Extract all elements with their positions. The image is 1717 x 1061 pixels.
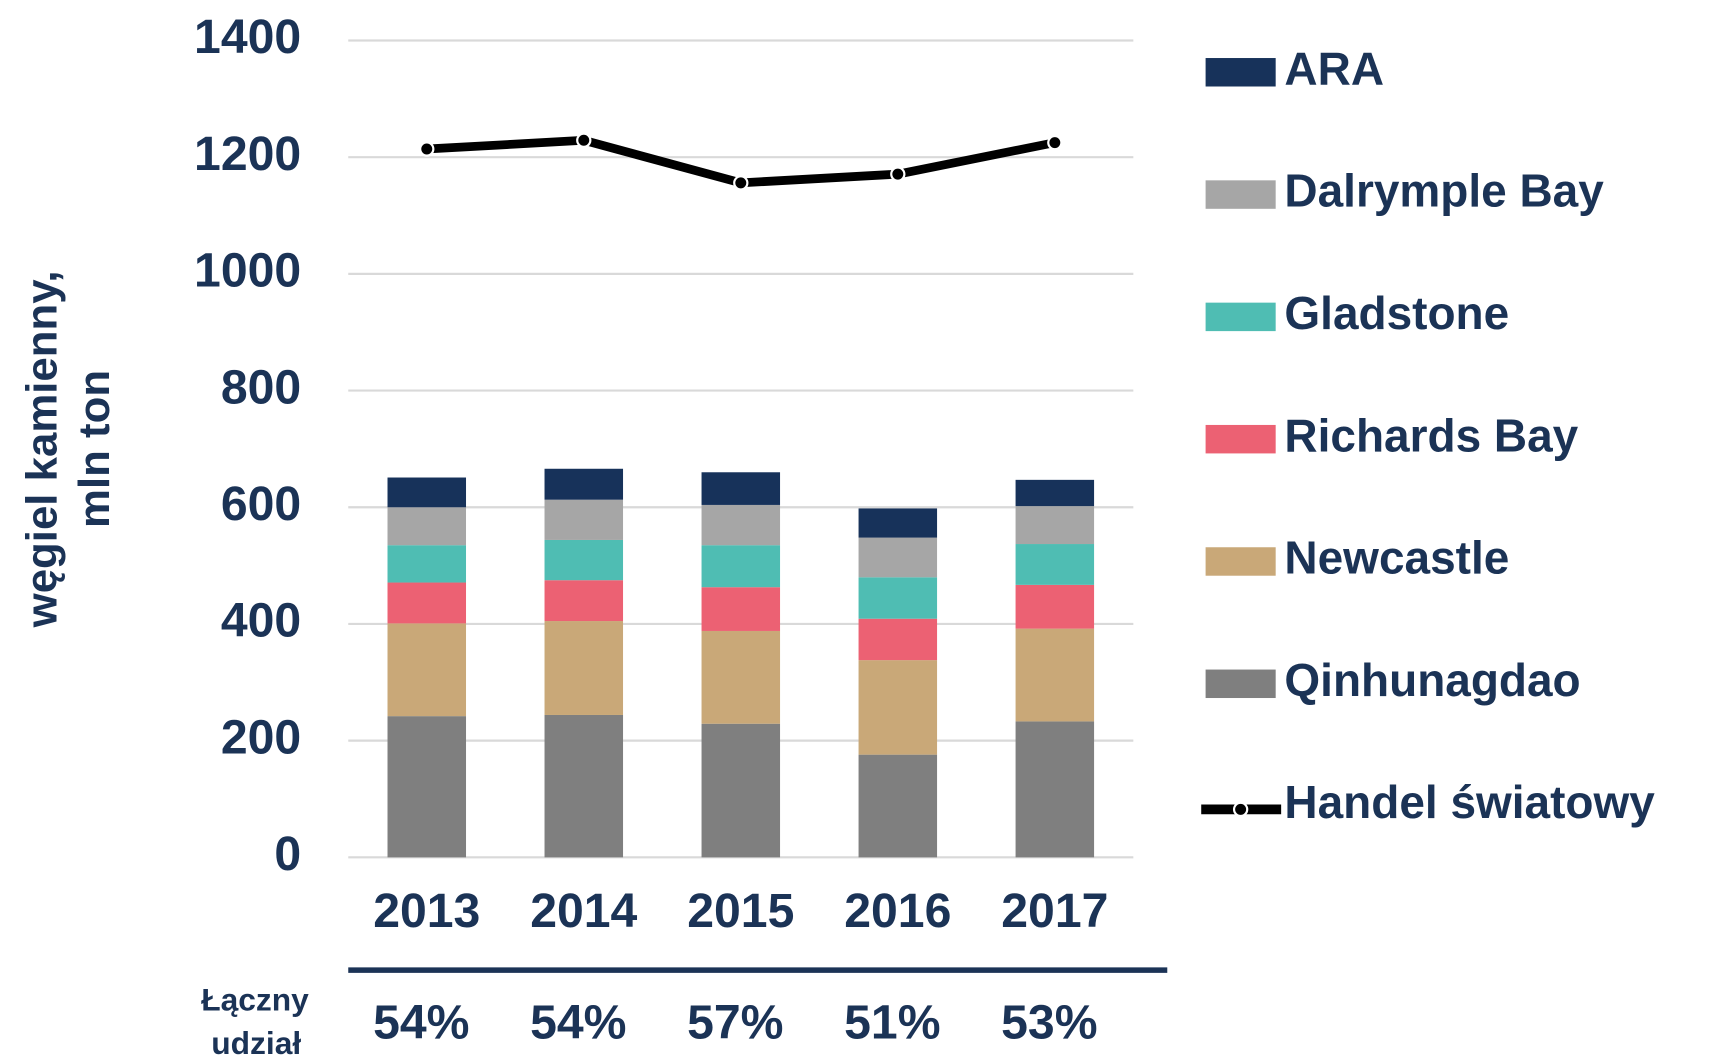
legend-label: ARA (1284, 42, 1384, 94)
x-tick-label: 2014 (530, 884, 637, 938)
legend-swatch (1205, 302, 1276, 332)
bar-segment (858, 537, 938, 578)
bar-segment (387, 477, 467, 508)
bar-segment (544, 499, 624, 540)
bar-segment (1015, 628, 1095, 722)
y-tick-label: 600 (221, 477, 301, 531)
legend-label: Handel światowy (1284, 776, 1655, 828)
legend-label: Dalrymple Bay (1284, 165, 1604, 217)
legend-swatch (1205, 180, 1276, 209)
legend-label: Qinhunagdao (1284, 654, 1580, 706)
share-label: 51% (844, 996, 940, 1050)
bar-segment (544, 714, 624, 858)
y-tick-label: 1000 (194, 244, 301, 298)
bar-segment (544, 539, 624, 581)
legend-swatch (1205, 58, 1276, 87)
bar-segment (544, 580, 624, 622)
legend-label: Newcastle (1284, 532, 1509, 584)
y-tick-label: 400 (221, 594, 301, 648)
bar-segment (1015, 544, 1095, 585)
bar-segment (858, 618, 938, 661)
line-point (890, 166, 906, 182)
x-tick-label: 2015 (687, 884, 794, 938)
bar-segment (858, 508, 938, 538)
legend-swatch (1205, 424, 1276, 454)
x-tick-label: 2017 (1001, 884, 1108, 938)
bar-segment (387, 716, 467, 858)
y-tick-label: 800 (221, 360, 301, 414)
bar-segment (701, 472, 781, 505)
y-tick-label: 1400 (194, 10, 301, 64)
legend-label: Richards Bay (1284, 409, 1578, 461)
line-point (1047, 134, 1063, 151)
shares-label: Łączny (201, 981, 309, 1017)
share-label: 54% (373, 996, 469, 1050)
share-label: 53% (1001, 996, 1097, 1050)
bar-segment (1015, 479, 1095, 507)
bar-segment (1015, 721, 1095, 858)
line-point (733, 175, 749, 191)
bar-segment (858, 754, 938, 858)
y-tick-label: 200 (221, 710, 301, 764)
bar-segment (701, 587, 781, 631)
x-tick-label: 2016 (844, 884, 951, 938)
bar-segment (544, 621, 624, 715)
y-axis-label-line: węgiel kamienny, (18, 270, 67, 628)
bar-segment (387, 507, 467, 546)
x-tick-label: 2013 (373, 884, 480, 938)
bar-segment (544, 468, 624, 500)
legend-swatch (1205, 547, 1276, 576)
bar-segment (1015, 506, 1095, 545)
bar-segment (858, 660, 938, 755)
bar-segment (387, 623, 467, 717)
shares-label: udział (211, 1025, 301, 1061)
line-point (576, 132, 592, 148)
legend-label: Gladstone (1284, 287, 1509, 339)
legend-point (1232, 801, 1249, 818)
line-point (419, 141, 435, 157)
share-label: 54% (530, 996, 626, 1050)
bar-segment (701, 723, 781, 858)
y-axis-label-line: mln ton (70, 370, 119, 528)
bar-segment (701, 630, 781, 724)
bar-segment (1015, 584, 1095, 629)
bar-segment (701, 504, 781, 546)
y-tick-label: 1200 (194, 127, 301, 181)
bar-segment (387, 582, 467, 624)
bar-segment (387, 545, 467, 583)
y-tick-label: 0 (274, 827, 301, 881)
bar-segment (858, 577, 938, 619)
y-axis-label: węgiel kamienny, mln ton (18, 270, 120, 628)
bar-segment (701, 545, 781, 588)
share-label: 57% (687, 996, 783, 1050)
legend-swatch (1205, 669, 1276, 699)
